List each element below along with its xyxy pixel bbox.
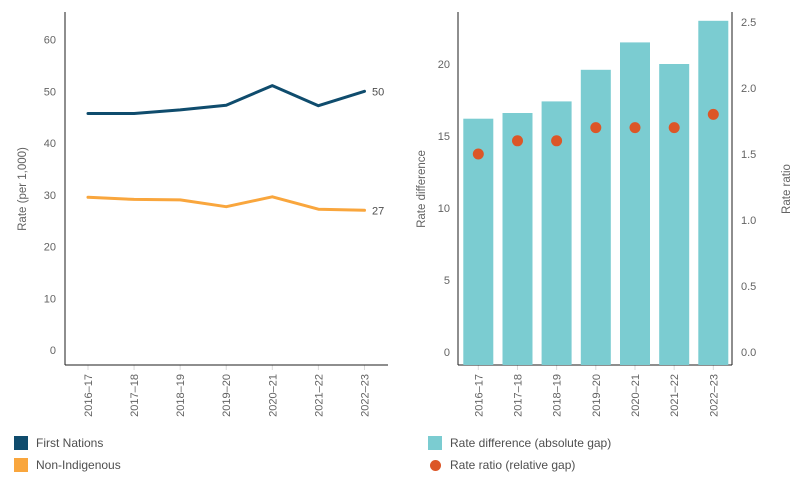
legend-item-non-indigenous: Non-Indigenous — [14, 458, 121, 472]
x-tick-label: 2016–17 — [473, 374, 485, 417]
x-tick-label: 2021–22 — [669, 374, 681, 417]
y-tick-label: 50 — [44, 86, 56, 98]
rate-ratio-dot-2020-21 — [629, 122, 641, 134]
non-indigenous-swatch — [14, 458, 28, 472]
x-tick-label: 2017–18 — [129, 374, 141, 417]
right-y-axis-title: Rate ratio — [781, 164, 793, 214]
rate-ratio-legend-label: Rate ratio (relative gap) — [450, 458, 576, 472]
right-y-tick-label: 0.5 — [741, 281, 756, 293]
y-tick-label: 30 — [44, 190, 56, 202]
legend-item-rate-difference: Rate difference (absolute gap) — [428, 436, 611, 450]
bar-2020-21 — [620, 42, 650, 366]
non-indigenous-legend-label: Non-Indigenous — [36, 458, 121, 472]
left-y-tick-label: 10 — [438, 203, 450, 215]
line-series-non-indigenous — [86, 195, 366, 212]
rate-ratio-dot-2016-17 — [472, 148, 484, 160]
rate-difference-swatch — [428, 436, 442, 450]
left-y-tick-label: 15 — [438, 131, 450, 143]
end-value-label-non-indigenous: 27 — [372, 205, 384, 217]
x-tick-label: 2019–20 — [591, 374, 603, 417]
gap-bar-chart: 0 5 10 15 20 0.0 0.5 1.0 1.5 2.0 2.5 2016–17 2017–18… — [416, 12, 793, 417]
x-tick-label: 2019–20 — [221, 374, 233, 417]
bar-2016-17 — [463, 118, 494, 365]
rate-ratio-dot-2019-20 — [590, 122, 602, 134]
x-tick-label: 2016–17 — [83, 374, 95, 417]
rates-line-chart: 0 10 20 30 40 50 60 2016–17 2017–18 2018–19 2019–2… — [17, 12, 388, 417]
x-tick-label: 2020–21 — [267, 374, 279, 417]
x-tick-label: 2022–23 — [708, 374, 720, 417]
y-tick-label: 20 — [44, 242, 56, 254]
bar-2017-18 — [502, 113, 533, 365]
rate-ratio-dot-2022-23 — [707, 108, 719, 120]
x-tick-label: 2017–18 — [512, 374, 524, 417]
right-y-tick-label: 0.0 — [741, 347, 756, 359]
y-axis-title: Rate (per 1,000) — [17, 147, 29, 231]
rate-ratio-dot-2017-18 — [512, 135, 523, 147]
left-y-tick-label: 0 — [444, 347, 450, 359]
rate-ratio-dot-2021-22 — [668, 122, 680, 134]
legend-item-first-nations: First Nations — [14, 436, 121, 450]
bar-2022-23 — [698, 20, 729, 366]
y-tick-label: 10 — [44, 293, 56, 305]
legend-item-rate-ratio: Rate ratio (relative gap) — [428, 458, 611, 472]
x-tick-label: 2018–19 — [552, 374, 564, 417]
x-tick-label: 2020–21 — [630, 374, 642, 417]
y-tick-label: 40 — [44, 138, 56, 150]
right-y-tick-label: 1.5 — [741, 149, 756, 161]
right-y-tick-label: 1.0 — [741, 215, 756, 227]
x-tick-label: 2018–19 — [175, 374, 187, 417]
y-tick-label: 0 — [50, 345, 56, 357]
left-y-tick-label: 5 — [444, 275, 450, 287]
rate-ratio-dot-2018-19 — [551, 135, 563, 147]
left-y-tick-label: 20 — [438, 59, 450, 71]
rate-difference-legend-label: Rate difference (absolute gap) — [450, 436, 612, 450]
x-tick-label: 2022–23 — [359, 374, 371, 417]
right-y-tick-label: 2.5 — [741, 17, 756, 29]
bar-2021-22 — [659, 64, 690, 365]
line-chart-legend: First Nations Non-Indigenous — [14, 436, 121, 480]
end-value-label-first-nations: 50 — [372, 86, 384, 98]
line-series-first-nations — [86, 84, 366, 115]
x-tick-label: 2021–22 — [313, 374, 325, 417]
left-y-axis-title: Rate difference — [416, 150, 428, 228]
y-tick-label: 60 — [44, 35, 56, 47]
first-nations-swatch — [14, 436, 28, 450]
rate-ratio-dot-swatch — [429, 459, 441, 471]
bar-chart-legend: Rate difference (absolute gap) Rate rati… — [428, 436, 611, 480]
right-y-tick-label: 2.0 — [741, 83, 756, 95]
first-nations-legend-label: First Nations — [36, 436, 104, 450]
bar-2019-20 — [580, 69, 611, 366]
